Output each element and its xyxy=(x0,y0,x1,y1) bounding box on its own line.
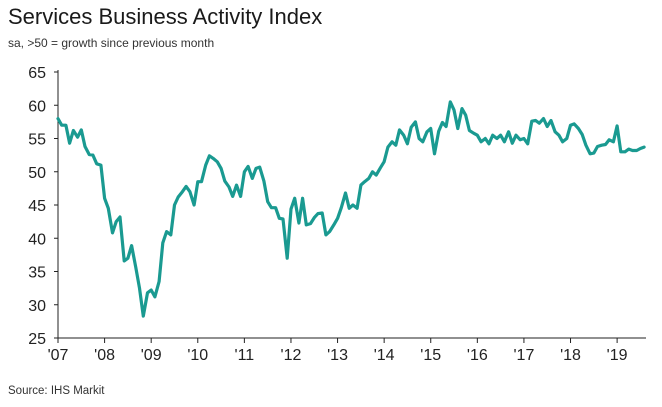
y-tick-label: 45 xyxy=(28,198,46,215)
y-axis-ticks: 65 60 55 50 45 40 35 30 25 xyxy=(28,65,58,348)
line-chart: 65 60 55 50 45 40 35 30 25 '07 '08 '09 '10 '11 '12 '13… xyxy=(28,65,646,364)
x-tick-label: '12 xyxy=(281,347,302,364)
x-tick-label: '08 xyxy=(94,347,115,364)
x-tick-label: '11 xyxy=(235,347,255,364)
chart-subtitle: sa, >50 = growth since previous month xyxy=(8,36,215,50)
x-tick-label: '14 xyxy=(374,347,395,364)
y-tick-label: 30 xyxy=(28,298,46,315)
y-tick-label: 55 xyxy=(28,132,46,149)
x-tick-label: '19 xyxy=(607,347,628,364)
y-tick-label: 35 xyxy=(28,265,46,282)
x-tick-label: '16 xyxy=(467,347,488,364)
y-tick-label: 65 xyxy=(28,65,46,82)
x-tick-label: '17 xyxy=(513,347,534,364)
x-tick-label: '18 xyxy=(560,347,581,364)
source-note: Source: IHS Markit xyxy=(8,385,105,397)
chart-axes xyxy=(57,70,646,339)
y-tick-label: 50 xyxy=(28,165,46,182)
x-axis-ticks: '07 '08 '09 '10 '11 '12 '13 '14 '15 '16 '17 '18 '19 xyxy=(48,338,628,364)
x-tick-label: '10 xyxy=(187,347,208,364)
y-tick-label: 25 xyxy=(28,331,46,348)
series-line xyxy=(56,100,646,318)
series-group xyxy=(56,100,646,318)
x-tick-label: '15 xyxy=(420,347,441,364)
y-tick-label: 60 xyxy=(28,98,46,115)
y-tick-label: 40 xyxy=(28,231,46,248)
chart-title: Services Business Activity Index xyxy=(8,4,323,29)
x-tick-label: '13 xyxy=(327,347,348,364)
x-tick-label: '09 xyxy=(141,347,162,364)
x-tick-label: '07 xyxy=(48,347,69,364)
